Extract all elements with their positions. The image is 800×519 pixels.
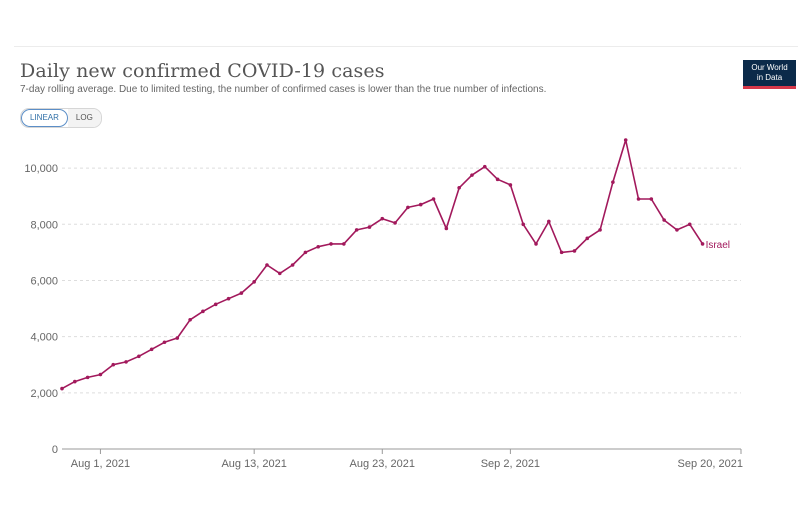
data-point (572, 249, 577, 253)
data-point (649, 197, 654, 201)
x-tick-label: Sep 20, 2021 (678, 458, 743, 470)
data-point (636, 197, 641, 201)
data-point (265, 263, 269, 267)
data-point (213, 302, 218, 307)
y-tick-label: 10,000 (24, 163, 58, 175)
data-point (547, 219, 551, 224)
data-point (60, 386, 64, 391)
data-point (303, 250, 308, 255)
series-end-label: Israel (706, 240, 730, 251)
data-point (585, 236, 590, 241)
owid-logo[interactable]: Our World in Data (743, 60, 796, 89)
data-point (444, 226, 449, 231)
data-point (137, 354, 141, 359)
data-point (329, 242, 333, 246)
data-point (175, 336, 180, 340)
y-tick-label: 0 (52, 444, 58, 456)
chart-subtitle: 7-day rolling average. Due to limited te… (20, 84, 547, 95)
data-point (662, 218, 666, 222)
data-point (111, 362, 116, 367)
data-point (406, 205, 410, 210)
data-point (226, 296, 231, 301)
data-point (457, 185, 461, 190)
log-scale-button[interactable]: LOG (67, 109, 101, 127)
logo-line-2: in Data (756, 73, 783, 82)
data-point (418, 202, 423, 207)
data-point (201, 309, 205, 314)
data-point (73, 379, 77, 384)
data-point (687, 222, 692, 227)
x-tick-label: Aug 1, 2021 (71, 458, 130, 470)
linear-scale-button[interactable]: LINEAR (21, 109, 68, 127)
series-line-israel (61, 139, 704, 390)
data-point (611, 180, 615, 184)
data-point (521, 222, 526, 227)
data-point (367, 225, 372, 229)
data-point (393, 221, 397, 225)
x-tick-label: Aug 13, 2021 (221, 458, 286, 470)
data-point (598, 228, 602, 232)
x-tick-label: Aug 23, 2021 (350, 458, 415, 470)
data-point (623, 138, 628, 142)
data-point (149, 347, 154, 352)
data-point (431, 197, 436, 201)
data-point (534, 242, 538, 246)
y-tick-label: 6,000 (30, 275, 58, 287)
data-point (342, 242, 346, 246)
y-tick-label: 4,000 (30, 332, 58, 344)
data-point (277, 271, 282, 276)
data-point (675, 228, 679, 232)
data-point (495, 177, 500, 182)
top-divider (14, 46, 798, 47)
data-point (559, 250, 564, 255)
scale-toggle: LINEAR LOG (20, 108, 102, 128)
data-point (162, 340, 167, 345)
chart-title: Daily new confirmed COVID-19 cases (20, 60, 385, 82)
data-point (470, 173, 474, 177)
data-point (482, 164, 487, 169)
data-point (188, 317, 192, 322)
data-point (290, 263, 295, 267)
x-tick-label: Sep 2, 2021 (481, 458, 540, 470)
data-point (354, 228, 359, 232)
data-point (508, 183, 513, 187)
data-point (98, 372, 103, 377)
data-point (380, 216, 385, 221)
data-point (239, 291, 244, 295)
data-point (124, 360, 128, 364)
y-tick-label: 8,000 (30, 219, 58, 231)
y-tick-label: 2,000 (30, 388, 58, 400)
data-point (700, 242, 705, 246)
logo-line-1: Our World (751, 63, 788, 72)
data-point (252, 280, 256, 284)
data-point (316, 244, 321, 249)
data-point (85, 375, 90, 380)
